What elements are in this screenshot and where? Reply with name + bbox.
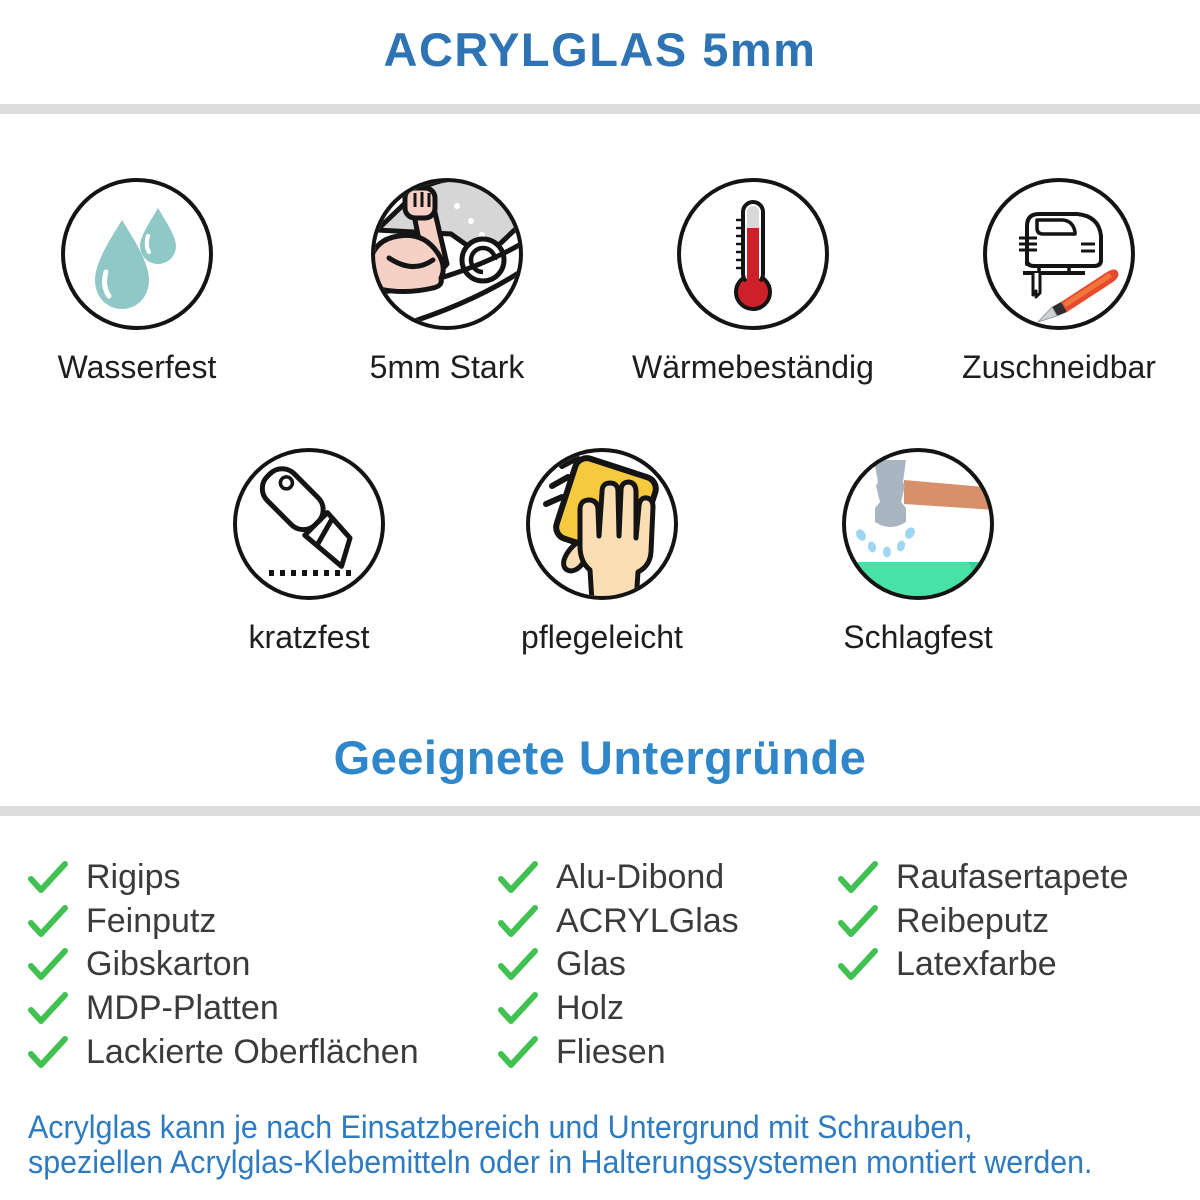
checkmark-icon (28, 1035, 68, 1069)
list-item-label: Raufasertapete (896, 858, 1129, 897)
feature-kratzfest: kratzfest (169, 446, 449, 656)
list-item-label: Gibskarton (86, 945, 251, 984)
utility-knife-icon (231, 446, 387, 602)
substrates-column-3: Raufasertapete Reibeputz Latexfarbe (838, 856, 1129, 987)
list-item-label: Rigips (86, 858, 181, 897)
list-item-label: Latexfarbe (896, 945, 1057, 984)
feature-label: pflegeleicht (521, 619, 683, 655)
checkmark-icon (498, 948, 538, 981)
list-item-label: Alu-Dibond (556, 858, 725, 897)
section-title: Geeignete Untergründe (333, 731, 867, 784)
list-item: Gibskarton (28, 943, 419, 987)
feature-label: Schlagfest (843, 619, 993, 655)
feature-label: Zuschneidbar (962, 349, 1156, 385)
footer-line-1: Acrylglas kann je nach Einsatzbereich un… (28, 1109, 973, 1145)
list-item-label: Reibeputz (896, 901, 1050, 940)
checkmark-icon (838, 904, 878, 938)
muscle-arm-icon (369, 176, 525, 332)
footer-line-2: speziellen Acrylglas-Klebemitteln oder i… (28, 1144, 1093, 1180)
feature-pflegeleicht: pflegeleicht (462, 446, 742, 656)
list-item: Lackierte Oberflächen (28, 1030, 419, 1074)
checkmark-icon (498, 904, 538, 938)
page-title: ACRYLGLAS 5mm (383, 23, 817, 76)
water-drops-icon (59, 176, 215, 332)
list-item: Reibeputz (838, 900, 1129, 944)
list-item: Glas (498, 943, 739, 987)
substrates-column-2: Alu-Dibond ACRYLGlas Glas Holz Fliesen (498, 856, 739, 1074)
checkmark-icon (838, 948, 878, 981)
list-item: Fliesen (498, 1030, 739, 1074)
checkmark-icon (28, 861, 68, 894)
feature-label: 5mm Stark (369, 349, 525, 385)
list-item-label: Glas (556, 945, 626, 984)
footer-note: Acrylglas kann je nach Einsatzbereich un… (28, 1110, 1093, 1180)
thermometer-icon (675, 176, 831, 332)
feature-label: Wasserfest (57, 349, 217, 385)
substrates-column-1: Rigips Feinputz Gibskarton MDP-Platten L… (28, 856, 419, 1074)
hammer-icon (840, 446, 996, 602)
divider-bar (0, 104, 1200, 114)
feature-label: Wärmebeständig (632, 349, 874, 385)
list-item-label: Holz (556, 989, 625, 1028)
list-item-label: Fliesen (556, 1032, 666, 1071)
feature-label: kratzfest (248, 619, 370, 655)
feature-schlagfest: Schlagfest (778, 446, 1058, 656)
checkmark-icon (28, 992, 68, 1025)
feature-waermebestaendig: Wärmebeständig (613, 176, 893, 386)
feature-zuschneidbar: Zuschneidbar (919, 176, 1199, 386)
jigsaw-icon (981, 176, 1137, 332)
list-item-label: ACRYLGlas (556, 901, 739, 940)
cleaning-hand-icon (524, 446, 680, 602)
list-item: Rigips (28, 856, 419, 900)
list-item-label: Lackierte Oberflächen (86, 1032, 419, 1071)
divider-bar (0, 806, 1200, 816)
feature-wasserfest: Wasserfest (0, 176, 277, 386)
checkmark-icon (498, 992, 538, 1025)
list-item-label: MDP-Platten (86, 989, 279, 1028)
list-item: MDP-Platten (28, 987, 419, 1031)
checkmark-icon (838, 861, 878, 894)
feature-5mm-stark: 5mm Stark (307, 176, 587, 386)
list-item: Raufasertapete (838, 856, 1129, 900)
list-item: Holz (498, 987, 739, 1031)
list-item: Alu-Dibond (498, 856, 739, 900)
checkmark-icon (498, 861, 538, 894)
list-item: ACRYLGlas (498, 900, 739, 944)
checkmark-icon (28, 904, 68, 938)
list-item: Feinputz (28, 900, 419, 944)
checkmark-icon (498, 1035, 538, 1069)
list-item-label: Feinputz (86, 901, 217, 940)
checkmark-icon (28, 948, 68, 981)
list-item: Latexfarbe (838, 943, 1129, 987)
